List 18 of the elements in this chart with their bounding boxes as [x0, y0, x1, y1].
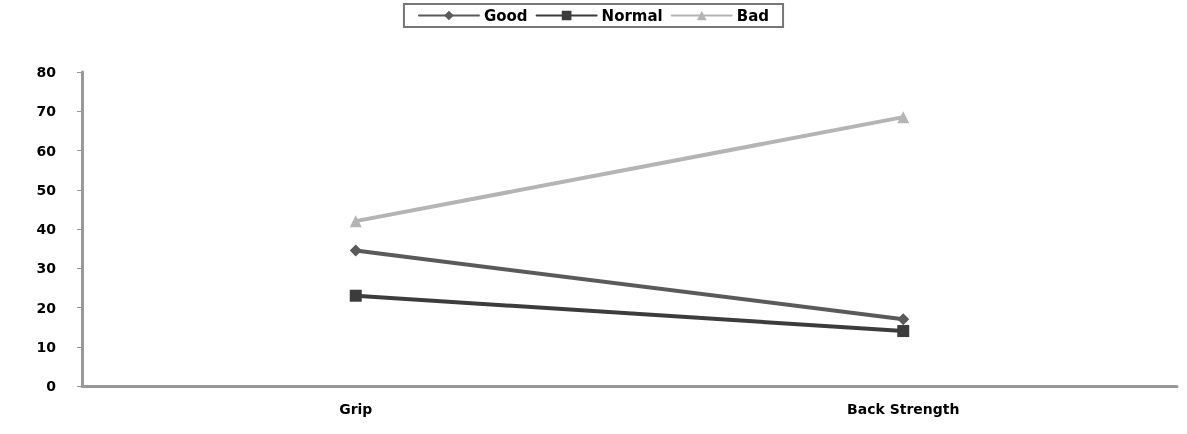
legend-label: Good [483, 6, 528, 25]
y-tick-label: 0 [46, 378, 57, 394]
point [897, 313, 910, 326]
legend-label: Normal [601, 6, 663, 25]
point [349, 289, 362, 302]
y-tick-label: 50 [36, 181, 57, 198]
point [349, 244, 362, 257]
y-tick-label: 80 [36, 64, 57, 80]
y-tick-label: 30 [36, 260, 57, 277]
y-tick-label: 60 [36, 142, 57, 159]
y-tick-label: 40 [36, 221, 57, 237]
x-tick-label: Back Strength [847, 401, 960, 417]
y-tick-label: 70 [36, 103, 57, 120]
y-tick-label: 20 [36, 299, 57, 316]
legend-label: Bad [736, 6, 770, 25]
x-tick-label: Grip [339, 401, 373, 417]
point [897, 325, 910, 338]
y-tick-label: 10 [36, 338, 57, 355]
